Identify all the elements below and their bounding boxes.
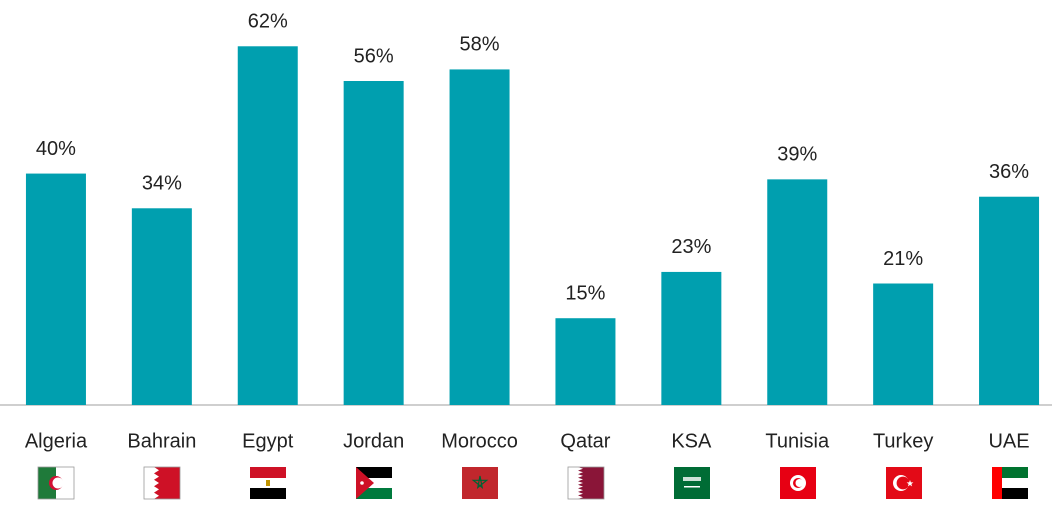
x-tick-label: Turkey xyxy=(873,430,933,452)
x-tick-label: Tunisia xyxy=(765,430,830,452)
flag-qatar xyxy=(567,466,605,500)
flag-uae xyxy=(992,467,1028,499)
bar xyxy=(979,196,1040,405)
x-tick-label: UAE xyxy=(988,430,1029,452)
bar xyxy=(873,283,934,405)
bar xyxy=(343,81,404,405)
x-tick-label: Qatar xyxy=(560,430,610,452)
data-label: 23% xyxy=(671,236,711,258)
bar xyxy=(767,179,828,405)
flag-egypt xyxy=(250,467,286,499)
data-label: 21% xyxy=(883,248,923,270)
flag-turkey xyxy=(886,467,922,499)
data-label: 36% xyxy=(989,161,1029,183)
flag-jordan xyxy=(356,467,392,499)
x-tick-label: Egypt xyxy=(242,430,294,452)
flags xyxy=(37,466,1028,500)
data-label: 39% xyxy=(777,144,817,166)
bar xyxy=(449,69,510,405)
flag-bahrain xyxy=(143,466,181,500)
x-tick-label: KSA xyxy=(671,430,712,452)
flag-algeria xyxy=(37,466,75,500)
data-label: 40% xyxy=(36,138,76,160)
bar xyxy=(131,208,192,405)
bar xyxy=(555,318,616,405)
bar xyxy=(661,271,722,405)
flag-tunisia xyxy=(780,467,816,499)
flag-ksa xyxy=(674,467,710,499)
data-label: 56% xyxy=(354,45,394,67)
data-label: 62% xyxy=(248,11,288,33)
flag-morocco xyxy=(462,467,498,499)
data-label: 15% xyxy=(565,282,605,304)
x-tick-label: Algeria xyxy=(25,430,88,452)
x-tick-label: Bahrain xyxy=(127,430,196,452)
x-tick-label: Morocco xyxy=(441,430,518,452)
bar xyxy=(237,46,298,406)
x-tick-label: Jordan xyxy=(343,430,404,452)
data-label: 34% xyxy=(142,173,182,195)
data-label: 58% xyxy=(460,34,500,56)
bar xyxy=(25,173,86,405)
